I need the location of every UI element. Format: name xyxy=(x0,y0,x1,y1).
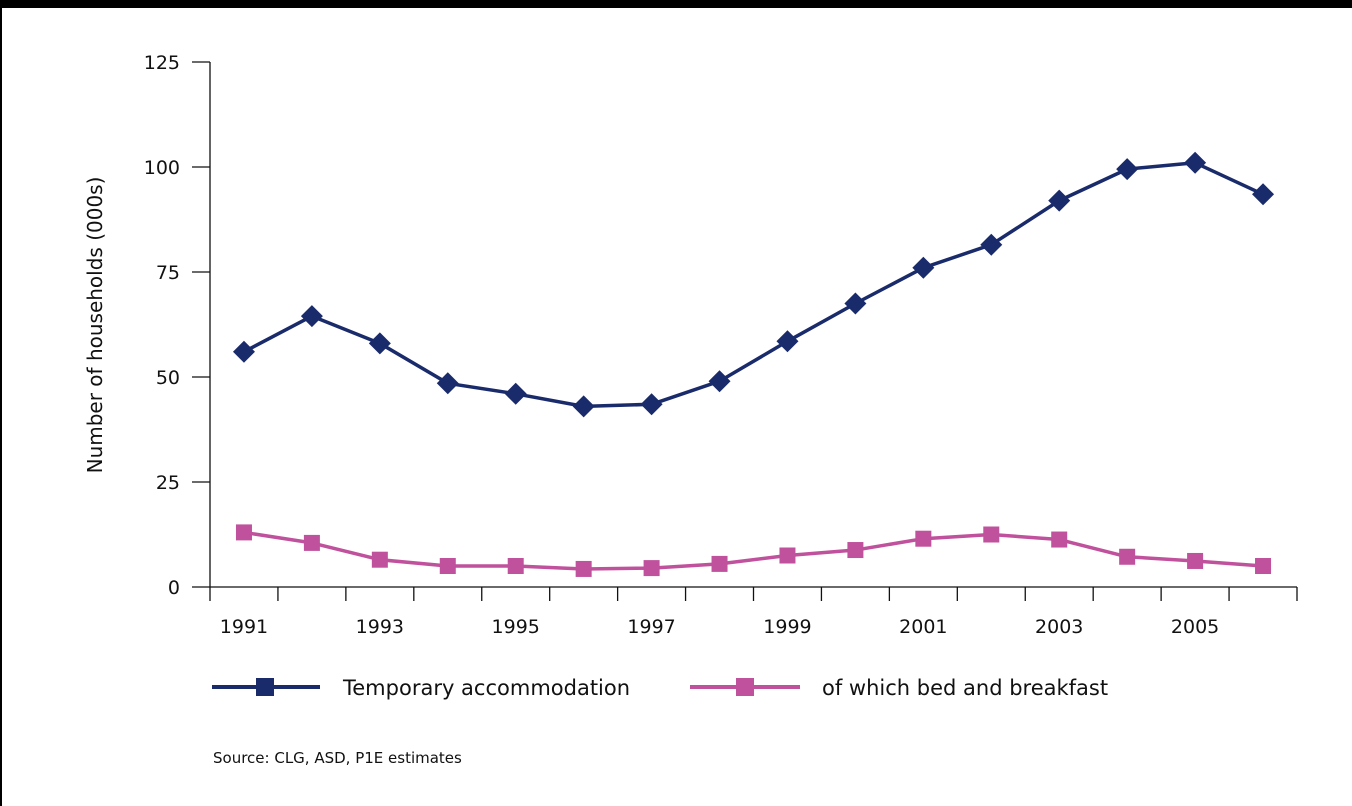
y-tick-label: 25 xyxy=(156,472,180,494)
series-line-bed-and-breakfast xyxy=(243,530,1264,571)
data-point-bed-and-breakfast xyxy=(847,542,864,559)
data-point-temporary-accommodation xyxy=(436,372,459,395)
series-temporary-accommodation xyxy=(232,151,1275,418)
data-point-temporary-accommodation xyxy=(1048,189,1071,212)
data-point-temporary-accommodation xyxy=(776,330,799,353)
data-point-bed-and-breakfast xyxy=(1051,531,1068,548)
data-point-bed-and-breakfast xyxy=(507,558,524,574)
series-layer xyxy=(232,151,1275,577)
x-tick-label: 2003 xyxy=(1035,616,1083,638)
y-tick-label: 50 xyxy=(156,367,180,389)
x-tick-label: 1999 xyxy=(763,616,811,638)
data-point-temporary-accommodation xyxy=(980,233,1003,256)
data-point-bed-and-breakfast xyxy=(1119,548,1136,565)
data-point-temporary-accommodation xyxy=(1116,158,1139,181)
y-tick-label: 100 xyxy=(144,157,180,179)
data-point-temporary-accommodation xyxy=(844,292,867,315)
y-tick-label: 0 xyxy=(168,577,180,599)
data-point-temporary-accommodation xyxy=(368,332,391,355)
data-point-temporary-accommodation xyxy=(912,256,935,279)
x-tick-label: 2001 xyxy=(899,616,947,638)
data-point-temporary-accommodation xyxy=(640,393,663,416)
legend-item-bed-and-breakfast: of which bed and breakfast xyxy=(690,676,1108,700)
x-tick-label: 1995 xyxy=(492,616,540,638)
x-tick-label: 2005 xyxy=(1171,616,1219,638)
data-point-temporary-accommodation xyxy=(1252,183,1275,206)
x-tick-label: 1997 xyxy=(627,616,675,638)
data-point-bed-and-breakfast xyxy=(711,555,728,572)
x-tick-label: 1991 xyxy=(220,616,268,638)
data-point-bed-and-breakfast xyxy=(371,551,388,568)
legend: Temporary accommodation of which bed and… xyxy=(212,676,1108,700)
data-point-bed-and-breakfast xyxy=(1187,552,1204,569)
x-tick-label: 1993 xyxy=(356,616,404,638)
legend-label-temporary-accommodation: Temporary accommodation xyxy=(342,676,630,700)
data-point-temporary-accommodation xyxy=(708,370,731,393)
data-point-temporary-accommodation xyxy=(300,305,323,328)
y-tick-label: 75 xyxy=(156,262,180,284)
data-point-temporary-accommodation xyxy=(572,395,595,418)
data-point-temporary-accommodation xyxy=(232,340,255,363)
data-point-temporary-accommodation xyxy=(1184,151,1207,174)
data-point-bed-and-breakfast xyxy=(235,524,252,541)
x-axis: 1991 1993 1995 1997 1999 2001 2003 2005 xyxy=(209,586,1298,638)
data-point-bed-and-breakfast xyxy=(643,560,660,577)
y-tick-label: 125 xyxy=(144,52,180,74)
y-axis: 0 25 50 75 100 125 xyxy=(144,52,211,599)
data-point-bed-and-breakfast xyxy=(1255,558,1272,574)
data-point-bed-and-breakfast xyxy=(779,547,796,564)
series-bed-and-breakfast xyxy=(235,524,1272,577)
y-axis-title: Number of households (000s) xyxy=(83,177,107,474)
legend-label-bed-and-breakfast: of which bed and breakfast xyxy=(822,676,1108,700)
data-point-bed-and-breakfast xyxy=(915,530,932,547)
data-point-bed-and-breakfast xyxy=(983,526,1000,543)
data-point-bed-and-breakfast xyxy=(575,560,592,577)
source-note: Source: CLG, ASD, P1E estimates xyxy=(213,749,462,767)
legend-item-temporary-accommodation: Temporary accommodation xyxy=(212,676,630,700)
data-point-temporary-accommodation xyxy=(504,382,527,405)
data-point-bed-and-breakfast xyxy=(439,558,456,574)
data-point-bed-and-breakfast xyxy=(303,534,320,551)
series-line-temporary-accommodation xyxy=(243,161,1264,409)
